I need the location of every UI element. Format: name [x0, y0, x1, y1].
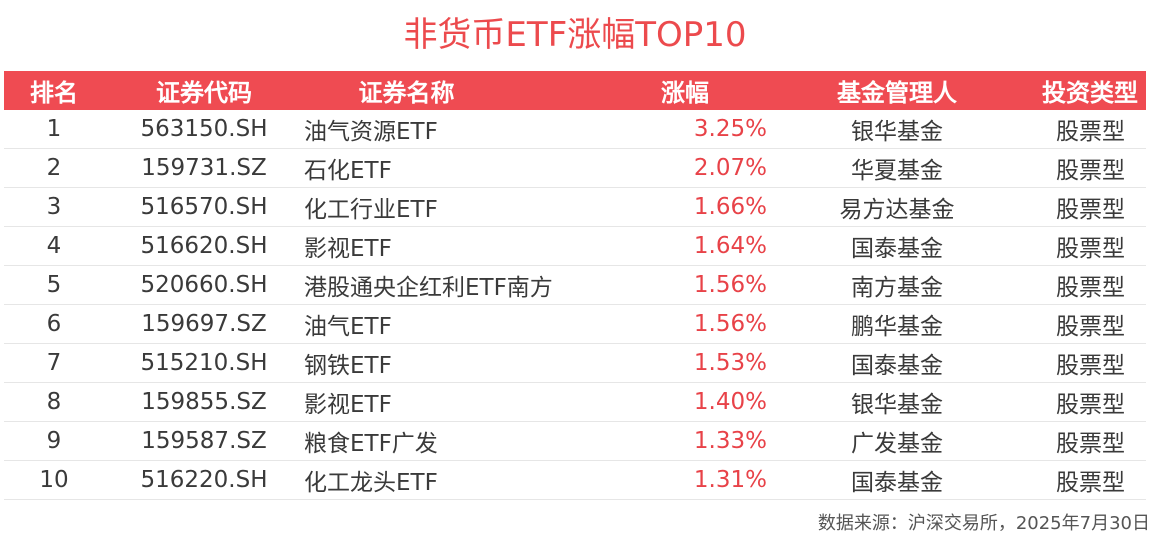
cell-manager: 鹏华基金: [851, 314, 943, 340]
header-type: 投资类型: [1042, 79, 1138, 107]
cell-code: 516220.SH: [140, 467, 268, 493]
cell-name: 影视ETF: [304, 392, 392, 418]
cell-manager: 国泰基金: [851, 353, 943, 379]
table-row: 1 563150.SH 油气资源ETF 3.25% 银华基金 股票型: [4, 110, 1146, 149]
cell-code: 563150.SH: [140, 116, 268, 142]
cell-code: 159697.SZ: [141, 311, 267, 337]
table-row: 8 159855.SZ 影视ETF 1.40% 银华基金 股票型: [4, 383, 1146, 422]
cell-manager: 国泰基金: [851, 470, 943, 496]
cell-code: 520660.SH: [140, 272, 268, 298]
cell-code: 159731.SZ: [141, 155, 267, 181]
cell-manager: 银华基金: [851, 119, 943, 145]
cell-manager: 广发基金: [851, 431, 943, 457]
cell-gain: 1.33%: [693, 428, 767, 454]
table-row: 10 516220.SH 化工龙头ETF 1.31% 国泰基金 股票型: [4, 461, 1146, 500]
cell-gain: 1.64%: [693, 233, 767, 259]
cell-gain: 2.07%: [693, 155, 767, 181]
cell-type: 股票型: [1056, 470, 1125, 496]
cell-manager: 华夏基金: [851, 158, 943, 184]
cell-type: 股票型: [1056, 158, 1125, 184]
cell-rank: 3: [46, 194, 62, 220]
cell-code: 159855.SZ: [141, 389, 267, 415]
cell-manager: 南方基金: [851, 275, 943, 301]
cell-code: 516570.SH: [140, 194, 268, 220]
cell-code: 159587.SZ: [141, 428, 267, 454]
cell-name: 港股通央企红利ETF南方: [304, 275, 553, 301]
cell-name: 粮食ETF广发: [304, 431, 438, 457]
cell-gain: 1.40%: [693, 389, 767, 415]
cell-gain: 1.56%: [693, 272, 767, 298]
table-row: 3 516570.SH 化工行业ETF 1.66% 易方达基金 股票型: [4, 188, 1146, 227]
cell-name: 影视ETF: [304, 236, 392, 262]
cell-gain: 1.66%: [693, 194, 767, 220]
cell-manager: 银华基金: [851, 392, 943, 418]
cell-name: 油气ETF: [304, 314, 392, 340]
header-manager: 基金管理人: [837, 79, 957, 107]
cell-rank: 2: [46, 155, 62, 181]
cell-type: 股票型: [1056, 353, 1125, 379]
cell-rank: 4: [46, 233, 62, 259]
table-row: 2 159731.SZ 石化ETF 2.07% 华夏基金 股票型: [4, 149, 1146, 188]
table-row: 6 159697.SZ 油气ETF 1.56% 鹏华基金 股票型: [4, 305, 1146, 344]
table-row: 7 515210.SH 钢铁ETF 1.53% 国泰基金 股票型: [4, 344, 1146, 383]
header-code: 证券代码: [156, 79, 252, 107]
cell-rank: 6: [46, 311, 62, 337]
page-title: 非货币ETF涨幅TOP10: [403, 15, 747, 55]
table-row: 4 516620.SH 影视ETF 1.64% 国泰基金 股票型: [4, 227, 1146, 266]
header-gain: 涨幅: [661, 79, 709, 107]
table-header-row: 排名 证券代码 证券名称 涨幅 基金管理人 投资类型: [4, 71, 1146, 110]
cell-name: 石化ETF: [304, 158, 392, 184]
cell-rank: 5: [46, 272, 62, 298]
header-rank: 排名: [30, 79, 78, 107]
cell-gain: 3.25%: [693, 116, 767, 142]
cell-manager: 国泰基金: [851, 236, 943, 262]
cell-name: 化工龙头ETF: [304, 470, 438, 496]
cell-type: 股票型: [1056, 275, 1125, 301]
ranking-table: 排名 证券代码 证券名称 涨幅 基金管理人 投资类型 1 563150.SH 油气资…: [4, 71, 1146, 500]
table-row: 9 159587.SZ 粮食ETF广发 1.33% 广发基金 股票型: [4, 422, 1146, 461]
cell-rank: 7: [46, 350, 62, 376]
cell-code: 516620.SH: [140, 233, 268, 259]
cell-rank: 8: [46, 389, 62, 415]
cell-code: 515210.SH: [140, 350, 268, 376]
cell-type: 股票型: [1056, 431, 1125, 457]
cell-manager: 易方达基金: [839, 197, 955, 223]
table-body: 1 563150.SH 油气资源ETF 3.25% 银华基金 股票型 2 159731.SZ 石…: [4, 110, 1146, 500]
cell-name: 油气资源ETF: [304, 119, 438, 145]
cell-gain: 1.53%: [693, 350, 767, 376]
header-name: 证券名称: [358, 79, 455, 107]
cell-name: 化工行业ETF: [304, 197, 438, 223]
cell-name: 钢铁ETF: [304, 353, 392, 379]
cell-type: 股票型: [1056, 314, 1125, 340]
cell-type: 股票型: [1056, 236, 1125, 262]
cell-type: 股票型: [1056, 197, 1125, 223]
cell-type: 股票型: [1056, 392, 1125, 418]
cell-type: 股票型: [1056, 119, 1125, 145]
table-row: 5 520660.SH 港股通央企红利ETF南方 1.56% 南方基金 股票型: [4, 266, 1146, 305]
cell-gain: 1.56%: [693, 311, 767, 337]
data-source-note: 数据来源：沪深交易所，2025年7月30日: [817, 513, 1150, 534]
cell-rank: 10: [39, 467, 69, 493]
cell-gain: 1.31%: [693, 467, 767, 493]
cell-rank: 1: [46, 116, 62, 142]
cell-rank: 9: [46, 428, 62, 454]
